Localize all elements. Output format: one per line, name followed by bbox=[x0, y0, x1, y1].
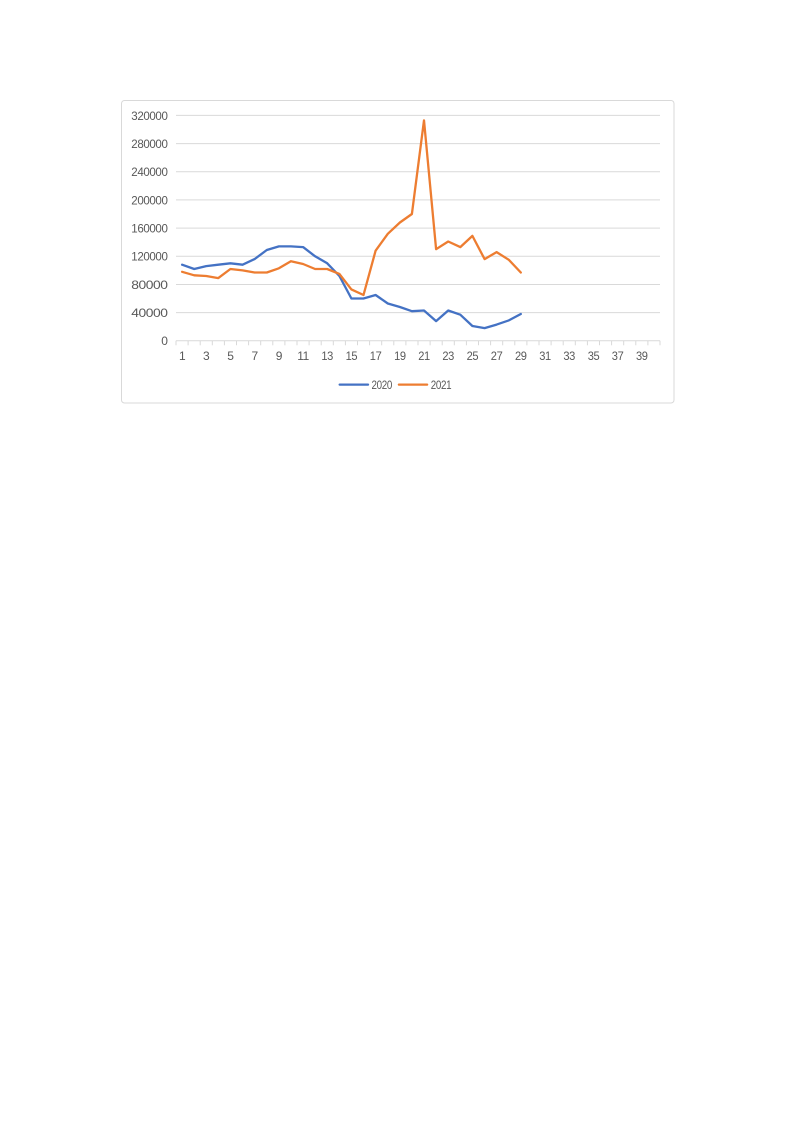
svg-text:17: 17 bbox=[370, 349, 382, 363]
svg-text:21: 21 bbox=[418, 349, 430, 363]
svg-text:0: 0 bbox=[161, 334, 168, 348]
svg-text:2021: 2021 bbox=[431, 378, 452, 392]
svg-text:3: 3 bbox=[203, 349, 210, 363]
svg-text:80000: 80000 bbox=[131, 278, 168, 292]
svg-text:9: 9 bbox=[276, 349, 283, 363]
svg-text:160000: 160000 bbox=[131, 222, 168, 236]
svg-text:31: 31 bbox=[539, 349, 551, 363]
svg-text:40000: 40000 bbox=[131, 306, 168, 320]
svg-text:240000: 240000 bbox=[131, 165, 168, 179]
svg-text:13: 13 bbox=[321, 349, 333, 363]
svg-text:15: 15 bbox=[346, 349, 358, 363]
svg-text:29: 29 bbox=[515, 349, 527, 363]
svg-text:120000: 120000 bbox=[131, 250, 168, 264]
svg-text:7: 7 bbox=[251, 349, 258, 363]
svg-text:23: 23 bbox=[442, 349, 454, 363]
svg-text:1: 1 bbox=[179, 349, 186, 363]
svg-text:27: 27 bbox=[491, 349, 503, 363]
svg-text:320000: 320000 bbox=[131, 109, 168, 123]
svg-text:39: 39 bbox=[636, 349, 648, 363]
svg-text:11: 11 bbox=[297, 349, 309, 363]
svg-text:19: 19 bbox=[394, 349, 406, 363]
svg-text:35: 35 bbox=[588, 349, 600, 363]
svg-text:5: 5 bbox=[227, 349, 234, 363]
svg-text:37: 37 bbox=[612, 349, 624, 363]
svg-text:280000: 280000 bbox=[131, 137, 168, 151]
svg-text:33: 33 bbox=[563, 349, 575, 363]
svg-text:2020: 2020 bbox=[372, 378, 393, 392]
svg-text:25: 25 bbox=[467, 349, 479, 363]
svg-text:200000: 200000 bbox=[131, 193, 168, 207]
